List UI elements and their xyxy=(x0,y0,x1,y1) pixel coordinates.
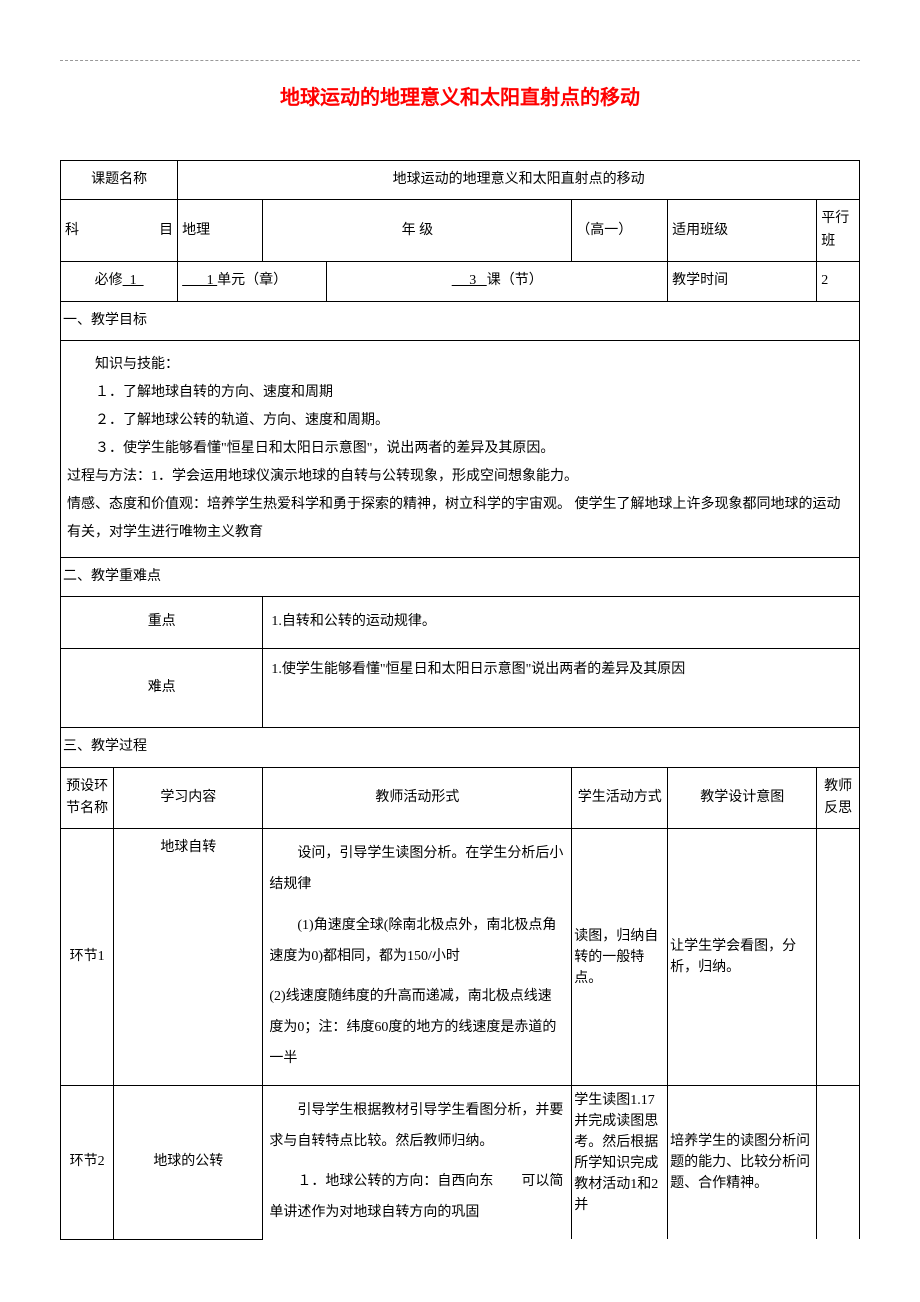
step2-student: 学生读图1.17并完成读图思考。然后根据所学知识完成教材活动1和2并 xyxy=(572,1085,668,1239)
step1-teacher: 设问，引导学生读图分析。在学生分析后小结规律 (1)角速度全球(除南北极点外，南… xyxy=(263,829,572,1086)
topic-value: 地球运动的地理意义和太阳直射点的移动 xyxy=(178,161,860,200)
time-label: 教学时间 xyxy=(668,262,817,301)
difficulty-label: 难点 xyxy=(61,648,263,727)
step2-content: 地球的公转 xyxy=(114,1085,263,1239)
page-divider xyxy=(60,60,860,61)
process-col3-header: 教师活动形式 xyxy=(263,767,572,829)
section3-header: 三、教学过程 xyxy=(61,728,860,767)
class-label: 适用班级 xyxy=(668,200,817,262)
step2-design: 培养学生的读图分析问题的能力、比较分析问题、合作精神。 xyxy=(668,1085,817,1239)
process-col4-header: 学生活动方式 xyxy=(572,767,668,829)
step1-content: 地球自转 xyxy=(114,829,263,1086)
unit-value: 1 单元（章） xyxy=(178,262,327,301)
subject-value: 地理 xyxy=(178,200,263,262)
topic-label: 课题名称 xyxy=(61,161,178,200)
subject-label: 科 目 xyxy=(61,200,178,262)
step1-student: 读图，归纳自转的一般特点。 xyxy=(572,829,668,1086)
process-col2-header: 学习内容 xyxy=(114,767,263,829)
step2-reflection xyxy=(817,1085,860,1239)
section1-content: 知识与技能： １．了解地球自转的方向、速度和周期 ２．了解地球公转的轨道、方向、… xyxy=(61,340,860,557)
required-label: 必修 1 xyxy=(61,262,178,301)
document-title: 地球运动的地理意义和太阳直射点的移动 xyxy=(60,81,860,110)
difficulty-value: 1.使学生能够看懂"恒星日和太阳日示意图"说出两者的差异及其原因 xyxy=(263,648,860,727)
section2-header: 二、教学重难点 xyxy=(61,557,860,596)
key-point-value: 1.自转和公转的运动规律。 xyxy=(263,597,860,648)
key-point-label: 重点 xyxy=(61,597,263,648)
lesson-plan-table: 课题名称 地球运动的地理意义和太阳直射点的移动 科 目 地理 年 级 （高一） … xyxy=(60,160,860,1240)
step1-design: 让学生学会看图，分析，归纳。 xyxy=(668,829,817,1086)
grade-value: （高一） xyxy=(572,200,668,262)
process-col5-header: 教学设计意图 xyxy=(668,767,817,829)
step2-teacher: 引导学生根据教材引导学生看图分析，并要求与自转特点比较。然后教师归纳。 １．地球… xyxy=(263,1085,572,1239)
section1-header: 一、教学目标 xyxy=(61,301,860,340)
process-col1-header: 预设环节名称 xyxy=(61,767,114,829)
step2-name: 环节2 xyxy=(61,1085,114,1239)
step1-name: 环节1 xyxy=(61,829,114,1086)
process-col6-header: 教师反思 xyxy=(817,767,860,829)
step1-reflection xyxy=(817,829,860,1086)
time-value: 2 xyxy=(817,262,860,301)
class-value: 平行班 xyxy=(817,200,860,262)
lesson-value: 3 课（节） xyxy=(327,262,668,301)
grade-label: 年 级 xyxy=(263,200,572,262)
